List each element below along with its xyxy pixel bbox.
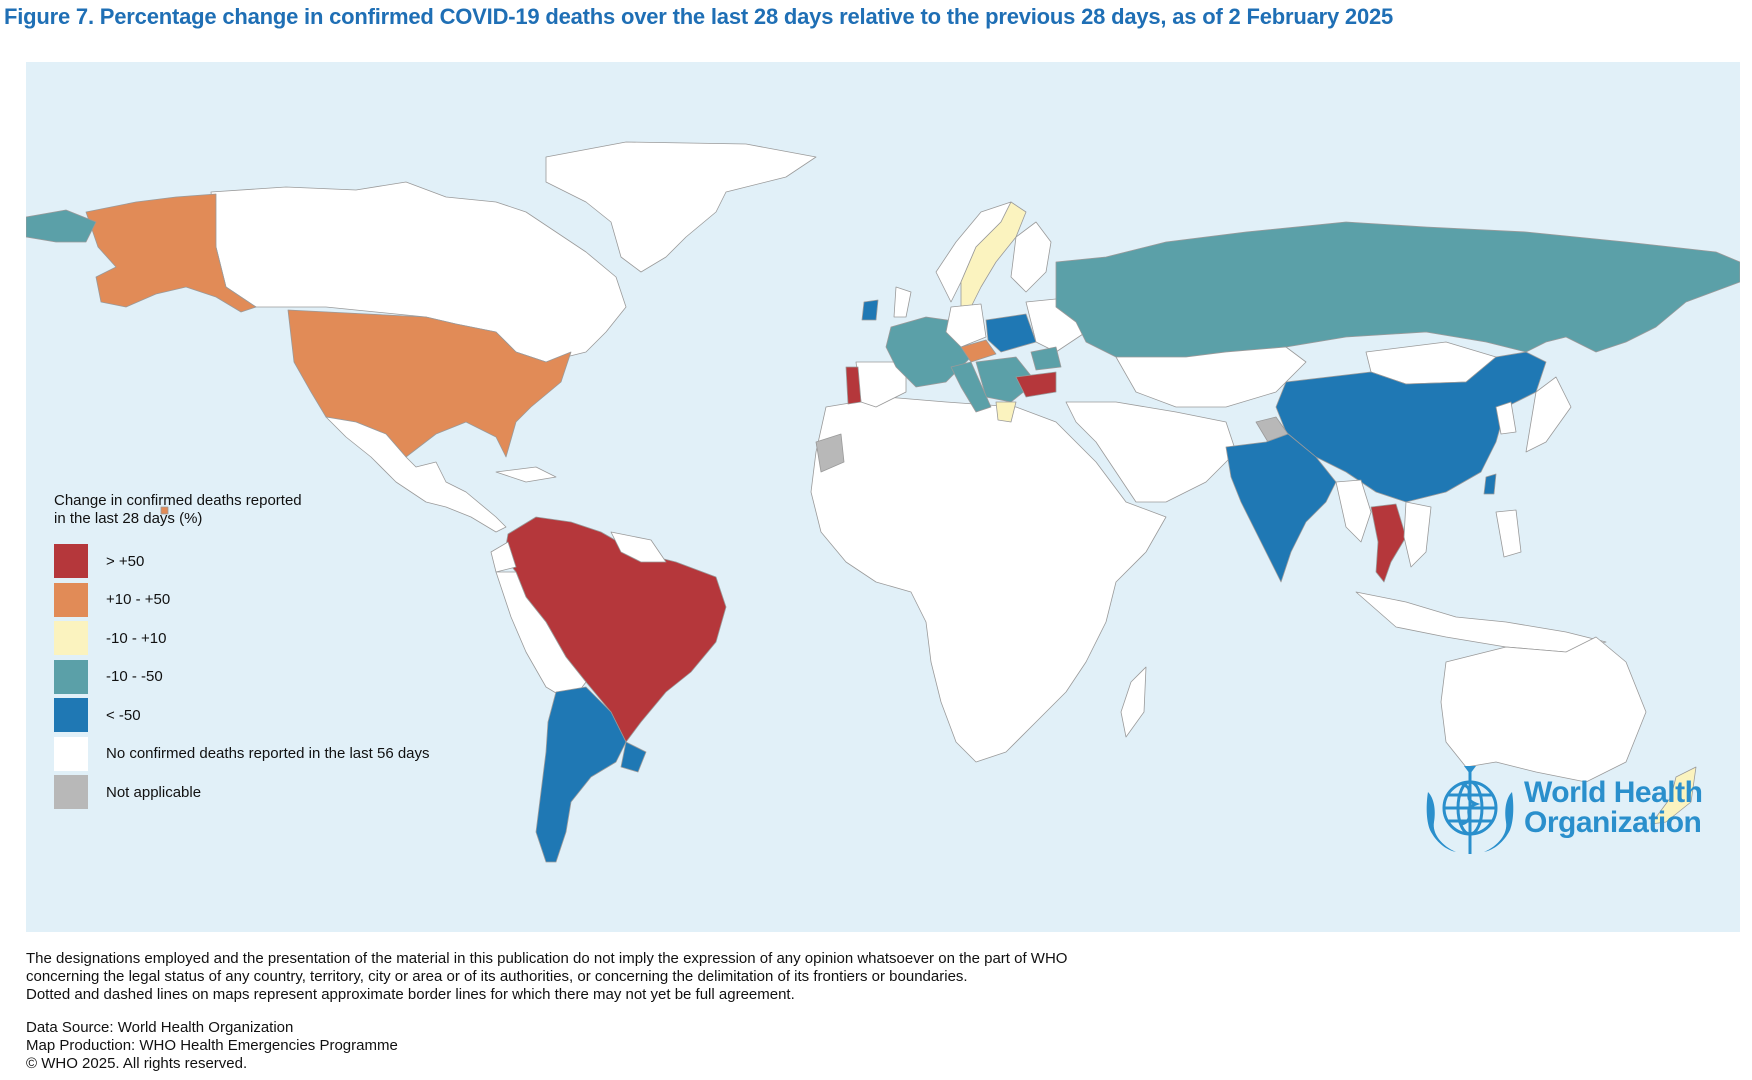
region-uk — [893, 286, 912, 318]
region-mexico-central-america — [325, 416, 507, 533]
legend-item: < -50 — [54, 696, 514, 735]
who-emblem-icon — [1426, 766, 1514, 854]
region-greenland — [545, 141, 817, 273]
region-andes-white — [495, 571, 587, 703]
credits: Data Source: World Health Organization M… — [26, 1019, 398, 1073]
region-romania — [1030, 346, 1062, 371]
disclaimer-line: concerning the legal status of any count… — [26, 968, 968, 985]
legend-label: No confirmed deaths reported in the last… — [106, 745, 430, 763]
region-hawaii — [160, 506, 169, 515]
region-portugal — [845, 366, 862, 405]
region-africa — [810, 396, 1167, 763]
region-middle-east — [1065, 401, 1237, 503]
region-germany — [945, 303, 987, 348]
region-poland — [985, 313, 1037, 353]
legend-title-line1: Change in confirmed deaths reported — [54, 492, 302, 509]
legend-swatch — [54, 621, 88, 656]
world-map-svg — [26, 141, 1740, 863]
legend-swatch — [54, 775, 88, 810]
legend-label: Not applicable — [106, 783, 202, 801]
region-central-asia — [1115, 346, 1307, 408]
region-ireland — [861, 299, 879, 321]
who-wordmark-line1: World Health — [1524, 776, 1703, 809]
region-italy — [950, 361, 992, 413]
region-taiwan — [1483, 473, 1497, 495]
legend-item: -10 - -50 — [54, 658, 514, 697]
legend-title: Change in confirmed deaths reported in t… — [54, 492, 354, 528]
legend-swatch — [54, 659, 88, 694]
legend-swatch — [54, 698, 88, 733]
legend-items: > +50 +10 - +50 -10 - +10 -10 - -50 < -5… — [54, 542, 514, 812]
copyright: © WHO 2025. All rights reserved. — [26, 1055, 248, 1072]
legend-item: No confirmed deaths reported in the last… — [54, 735, 514, 774]
region-western-sahara — [815, 433, 845, 473]
region-argentina-chile — [535, 686, 627, 863]
legend-label: -10 - +10 — [106, 629, 167, 647]
legend-label: < -50 — [106, 706, 141, 724]
region-ecuador — [490, 541, 517, 573]
region-india — [1225, 433, 1337, 583]
disclaimer: The designations employed and the presen… — [26, 950, 1067, 1004]
legend-label: +10 - +50 — [106, 591, 171, 609]
region-caribbean — [495, 466, 557, 483]
region-vietnam — [1403, 501, 1432, 568]
region-japan — [1525, 376, 1572, 453]
region-new-zealand — [1650, 766, 1697, 825]
figure-title: Figure 7. Percentage change in confirmed… — [4, 4, 1394, 29]
region-thailand — [1370, 503, 1407, 583]
region-alaska — [85, 193, 257, 313]
region-bulgaria — [1015, 371, 1057, 398]
legend-item: > +50 — [54, 542, 514, 581]
legend-item: -10 - +10 — [54, 619, 514, 658]
region-uruguay — [620, 741, 647, 773]
region-korea — [1495, 401, 1517, 435]
disclaimer-line: Dotted and dashed lines on maps represen… — [26, 986, 795, 1003]
region-myanmar — [1335, 479, 1372, 543]
who-logo: World Health Organization — [1420, 762, 1720, 862]
who-wordmark: World Health Organization — [1524, 776, 1703, 839]
world-map — [26, 62, 1740, 932]
disclaimer-line: The designations employed and the presen… — [26, 950, 1068, 967]
region-canada — [210, 181, 627, 363]
region-austria — [960, 339, 997, 363]
who-wordmark-line2: Organization — [1524, 806, 1702, 839]
legend-label: -10 - -50 — [106, 668, 163, 686]
legend-title-line2: in the last 28 days (%) — [54, 510, 203, 527]
region-russia — [1055, 221, 1740, 363]
region-madagascar — [1120, 666, 1147, 738]
map-legend: Change in confirmed deaths reported in t… — [54, 492, 514, 812]
legend-item: +10 - +50 — [54, 581, 514, 620]
legend-swatch — [54, 582, 88, 617]
map-production: Map Production: WHO Health Emergencies P… — [26, 1037, 398, 1054]
region-australia — [1440, 636, 1647, 783]
region-greece — [995, 401, 1017, 423]
legend-swatch — [54, 736, 88, 771]
region-guianas — [610, 531, 667, 563]
region-finland — [1010, 221, 1052, 293]
data-source: Data Source: World Health Organization — [26, 1019, 294, 1036]
legend-item: Not applicable — [54, 773, 514, 812]
region-indonesia — [1355, 591, 1607, 653]
region-chukotka — [26, 209, 97, 243]
legend-swatch — [54, 544, 88, 579]
legend-label: > +50 — [106, 552, 145, 570]
region-philippines — [1495, 509, 1522, 558]
